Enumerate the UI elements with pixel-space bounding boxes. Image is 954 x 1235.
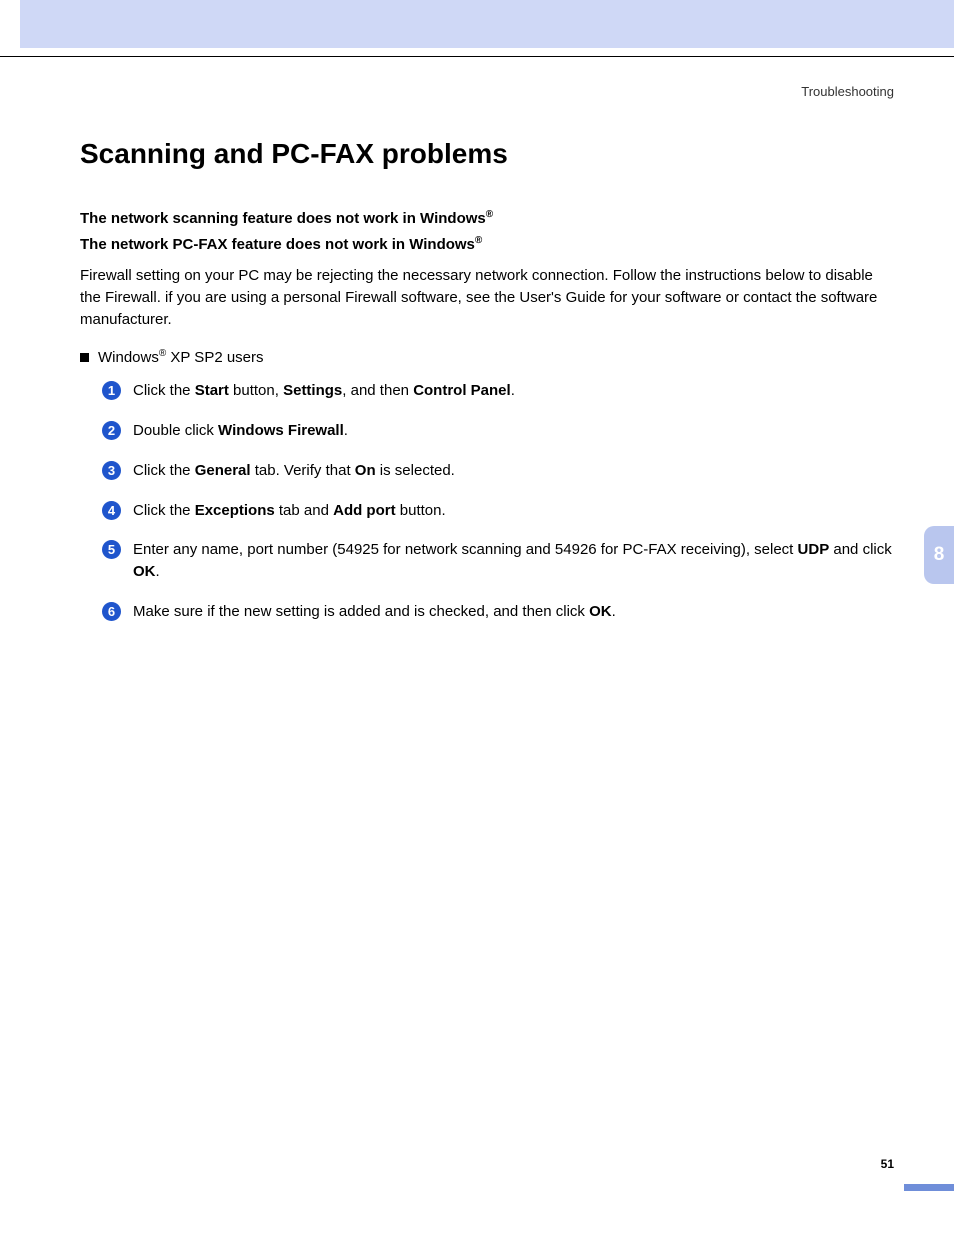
- step-text: Click the General tab. Verify that On is…: [133, 460, 894, 482]
- step-item: 5 Enter any name, port number (54925 for …: [102, 539, 894, 583]
- step-number-badge: 4: [102, 501, 121, 520]
- bullet-suffix: XP SP2 users: [166, 349, 263, 366]
- bullet-item: Windows® XP SP2 users: [80, 348, 894, 366]
- step-item: 3 Click the General tab. Verify that On i…: [102, 460, 894, 482]
- registered-icon: ®: [475, 235, 482, 246]
- bullet-prefix: Windows: [98, 349, 159, 366]
- subhead-line-2: The network PC-FAX feature does not work…: [80, 232, 894, 258]
- step-text: Click the Start button, Settings, and th…: [133, 380, 894, 402]
- breadcrumb: Troubleshooting: [801, 84, 894, 99]
- step-text: Double click Windows Firewall.: [133, 420, 894, 442]
- page-title: Scanning and PC-FAX problems: [80, 138, 894, 170]
- step-item: 4 Click the Exceptions tab and Add port b…: [102, 500, 894, 522]
- step-text: Enter any name, port number (54925 for n…: [133, 539, 894, 583]
- subhead-1-text: The network scanning feature does not wo…: [80, 210, 486, 227]
- registered-icon: ®: [486, 209, 493, 220]
- chapter-tab: 8: [924, 526, 954, 584]
- page-content: Scanning and PC-FAX problems The network…: [80, 138, 894, 641]
- step-text: Make sure if the new setting is added an…: [133, 601, 894, 623]
- steps-list: 1 Click the Start button, Settings, and t…: [102, 380, 894, 622]
- step-item: 1 Click the Start button, Settings, and t…: [102, 380, 894, 402]
- header-bar: [20, 0, 954, 48]
- step-number-badge: 3: [102, 461, 121, 480]
- header-divider: [0, 56, 954, 57]
- step-number-badge: 5: [102, 540, 121, 559]
- subhead-2-text: The network PC-FAX feature does not work…: [80, 236, 475, 253]
- intro-paragraph: Firewall setting on your PC may be rejec…: [80, 265, 894, 330]
- step-number-badge: 6: [102, 602, 121, 621]
- step-item: 2 Double click Windows Firewall.: [102, 420, 894, 442]
- step-text: Click the Exceptions tab and Add port bu…: [133, 500, 894, 522]
- step-item: 6 Make sure if the new setting is added a…: [102, 601, 894, 623]
- page-number: 51: [881, 1157, 894, 1171]
- subhead-line-1: The network scanning feature does not wo…: [80, 206, 894, 232]
- bullet-text: Windows® XP SP2 users: [98, 348, 264, 366]
- step-number-badge: 1: [102, 381, 121, 400]
- square-bullet-icon: [80, 353, 89, 362]
- step-number-badge: 2: [102, 421, 121, 440]
- footer-accent-bar: [904, 1184, 954, 1191]
